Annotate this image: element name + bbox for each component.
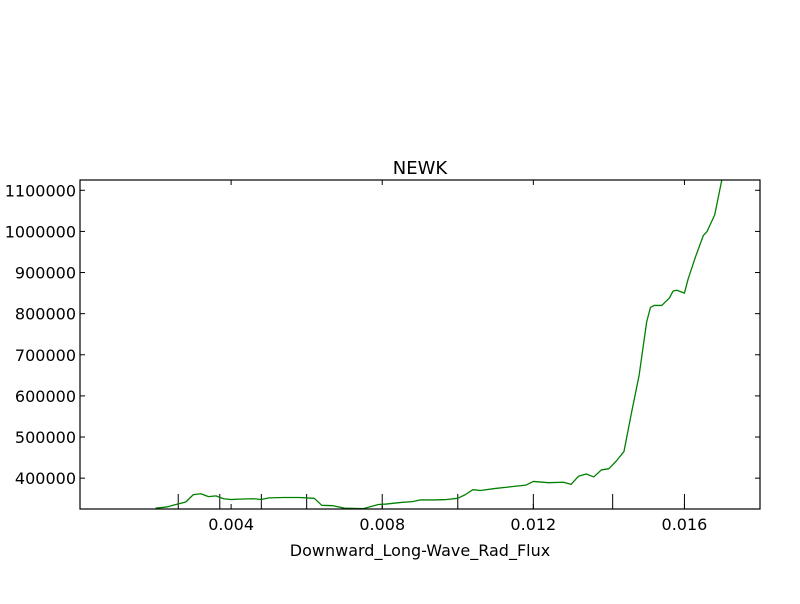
series-layer [155,180,723,509]
x-tick-label: 0.004 [208,515,254,534]
y-tick-label: 900000 [15,264,76,283]
tick-layer: 0.004 0.008 0.012 0.016 400000 500000 600000 70… [5,180,760,534]
y-tick-label: 500000 [15,428,76,447]
y-tick-label: 800000 [15,305,76,324]
y-tick-label: 700000 [15,346,76,365]
plot-frame [79,179,761,510]
chart-title: NEWK [393,158,449,179]
y-tick-label: 1100000 [5,181,76,200]
x-tick-label: 0.016 [662,515,708,534]
y-tick-label: 600000 [15,387,76,406]
x-axis-label: Downward_Long-Wave_Rad_Flux [290,541,550,561]
x-tick-label: 0.012 [510,515,556,534]
rug-layer [177,494,685,509]
y-tick-label: 400000 [15,469,76,488]
x-tick-label: 0.008 [359,515,405,534]
y-tick-label: 1000000 [5,222,76,241]
series-line [155,180,723,509]
